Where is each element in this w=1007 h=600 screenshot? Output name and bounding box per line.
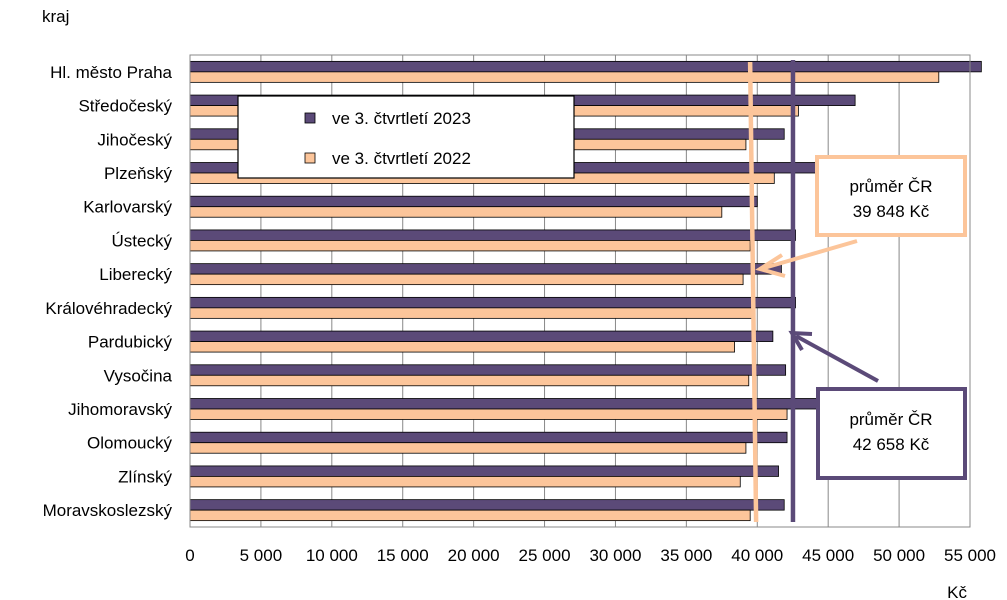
callout-average-2022: průměr ČR 39 848 Kč (755, 155, 967, 278)
bar-2023-6 (189, 263, 782, 275)
callout-box-2023 (816, 387, 967, 480)
callout-arrow-head-2023 (788, 330, 813, 352)
bar-2023-12 (189, 465, 779, 477)
category-labels: Hl. město Praha Středočeský Jihočeský Plzeň… (43, 63, 173, 520)
bar-2023-11 (189, 431, 788, 444)
category-label-9: Vysočina (104, 366, 173, 385)
callout-arrow-line-2022 (763, 239, 858, 270)
x-axis-label: Kč (947, 583, 967, 600)
x-tick-label-7: 35 000 (660, 546, 712, 565)
category-label-6: Liberecký (99, 265, 172, 284)
bar-2022-4 (189, 206, 723, 218)
x-tick-label-5: 25 000 (519, 546, 571, 565)
x-tick-label-3: 15 000 (377, 546, 429, 565)
bar-2023-13 (189, 499, 785, 511)
x-tick-label-6: 30 000 (589, 546, 641, 565)
legend-swatch-2023 (304, 112, 316, 124)
category-label-1: Středočeský (78, 97, 172, 116)
bar-2023-0 (189, 60, 982, 73)
x-tick-label-9: 45 000 (802, 546, 854, 565)
x-tick-label-11: 55 000 (944, 546, 996, 565)
legend-label-2023: ve 3. čtvrtletí 2023 (332, 109, 471, 128)
legend-label-2022: ve 3. čtvrtletí 2022 (332, 149, 471, 168)
callout-arrow-head-2022 (755, 253, 786, 278)
legend-swatch-2022 (304, 152, 316, 164)
bar-2022-12 (189, 476, 741, 488)
category-label-5: Ústecký (112, 231, 173, 250)
category-label-7: Královéhradecký (45, 299, 172, 318)
plot-border (189, 54, 971, 528)
category-label-2: Jihočeský (97, 130, 172, 149)
bar-2023-9 (189, 364, 787, 376)
bar-2023-8 (189, 330, 774, 342)
callout-label-2022: průměr ČR (849, 177, 932, 196)
bar-2022-6 (189, 273, 744, 286)
callout-value-2023: 42 658 Kč (853, 435, 930, 454)
callout-average-2023: průměr ČR 42 658 Kč (788, 330, 967, 480)
bar-2023-4 (189, 195, 758, 208)
bar-2022-10 (189, 408, 788, 420)
reference-line-2022 (747, 61, 759, 523)
callout-box-2022 (815, 155, 967, 237)
bar-2022-5 (189, 240, 751, 252)
category-label-3: Plzeňský (104, 164, 173, 183)
x-tick-label-4: 20 000 (448, 546, 500, 565)
plot-frame (189, 54, 971, 528)
x-tick-label-2: 10 000 (306, 546, 358, 565)
category-label-13: Moravskoslezský (43, 501, 173, 520)
x-tick-labels: 0 5 000 10 000 15 000 20 000 25 000 30 000 35 0… (185, 546, 996, 565)
x-tick-label-10: 50 000 (873, 546, 925, 565)
bar-2023-10 (189, 398, 829, 410)
bar-2023-5 (189, 229, 796, 241)
y-axis-label: kraj (42, 7, 69, 26)
category-label-4: Karlovarský (83, 198, 172, 217)
bar-2022-9 (189, 374, 750, 387)
category-label-10: Jihomoravský (68, 400, 172, 419)
callout-arrow-line-2023 (795, 334, 879, 383)
callout-label-2023: průměr ČR (849, 410, 932, 429)
category-label-11: Olomoucký (87, 434, 173, 453)
x-tick-label-8: 40 000 (731, 546, 783, 565)
bar-2022-0 (189, 71, 940, 83)
bar-2023-7 (189, 296, 796, 309)
category-label-8: Pardubický (88, 333, 173, 352)
legend-box (237, 95, 575, 179)
reference-lines (747, 60, 796, 523)
bar-2022-13 (189, 509, 751, 522)
category-label-0: Hl. město Praha (50, 63, 172, 82)
callout-value-2022: 39 848 Kč (853, 202, 930, 221)
category-label-12: Zlínský (118, 467, 172, 486)
bar-2022-7 (189, 307, 755, 319)
x-tick-label-0: 0 (185, 546, 194, 565)
x-tick-label-1: 5 000 (240, 546, 283, 565)
bar-2022-8 (189, 341, 735, 353)
bar-2022-11 (189, 442, 747, 454)
legend: ve 3. čtvrtletí 2023 ve 3. čtvrtletí 202… (237, 95, 575, 179)
